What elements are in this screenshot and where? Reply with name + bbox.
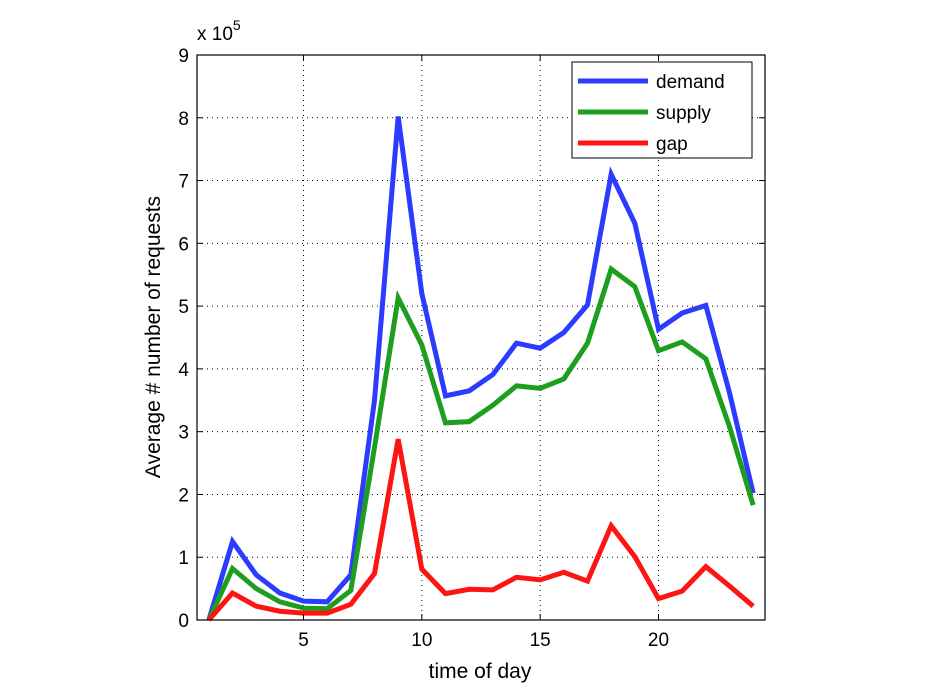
- legend-items: demand supply gap: [578, 72, 725, 155]
- y-tick-label: 0: [178, 611, 189, 632]
- legend-label-demand: demand: [656, 72, 725, 93]
- series-line-supply: [206, 264, 756, 622]
- series-layer: [206, 116, 756, 622]
- y-axis-label: Average # number of requests: [142, 196, 165, 478]
- y-tick-label: 8: [178, 109, 189, 130]
- series-line-gap: [206, 438, 755, 622]
- x-tick-label: 10: [411, 630, 432, 651]
- legend-label-gap: gap: [656, 134, 688, 155]
- legend: demand supply gap: [571, 61, 753, 159]
- x-tick-label: 5: [298, 630, 309, 651]
- plot-frame: [196, 54, 766, 621]
- x-tick-label: 15: [530, 630, 551, 651]
- legend-label-supply: supply: [656, 103, 711, 124]
- y-tick-label: 4: [178, 360, 189, 381]
- y-multiplier-base: x 10: [197, 24, 233, 45]
- y-tick-label: 7: [178, 172, 189, 193]
- y-tick-label: 6: [178, 234, 189, 255]
- y-tick-label: 3: [178, 423, 189, 444]
- grid-layer: [197, 55, 765, 620]
- y-axis-multiplier: x 105: [197, 17, 241, 45]
- y-tick-label: 5: [178, 297, 189, 318]
- x-tick-label: 20: [648, 630, 669, 651]
- y-multiplier-exponent: 5: [233, 17, 241, 33]
- y-tick-label: 1: [178, 548, 189, 569]
- y-tick-label: 9: [178, 46, 189, 67]
- ticks-layer: 5 10 15 20 0 1 2 3 4 5 6 7 8 9: [178, 46, 765, 651]
- y-tick-label: 2: [178, 485, 189, 506]
- x-axis-label: time of day: [429, 660, 532, 683]
- series-line-demand: [206, 116, 756, 621]
